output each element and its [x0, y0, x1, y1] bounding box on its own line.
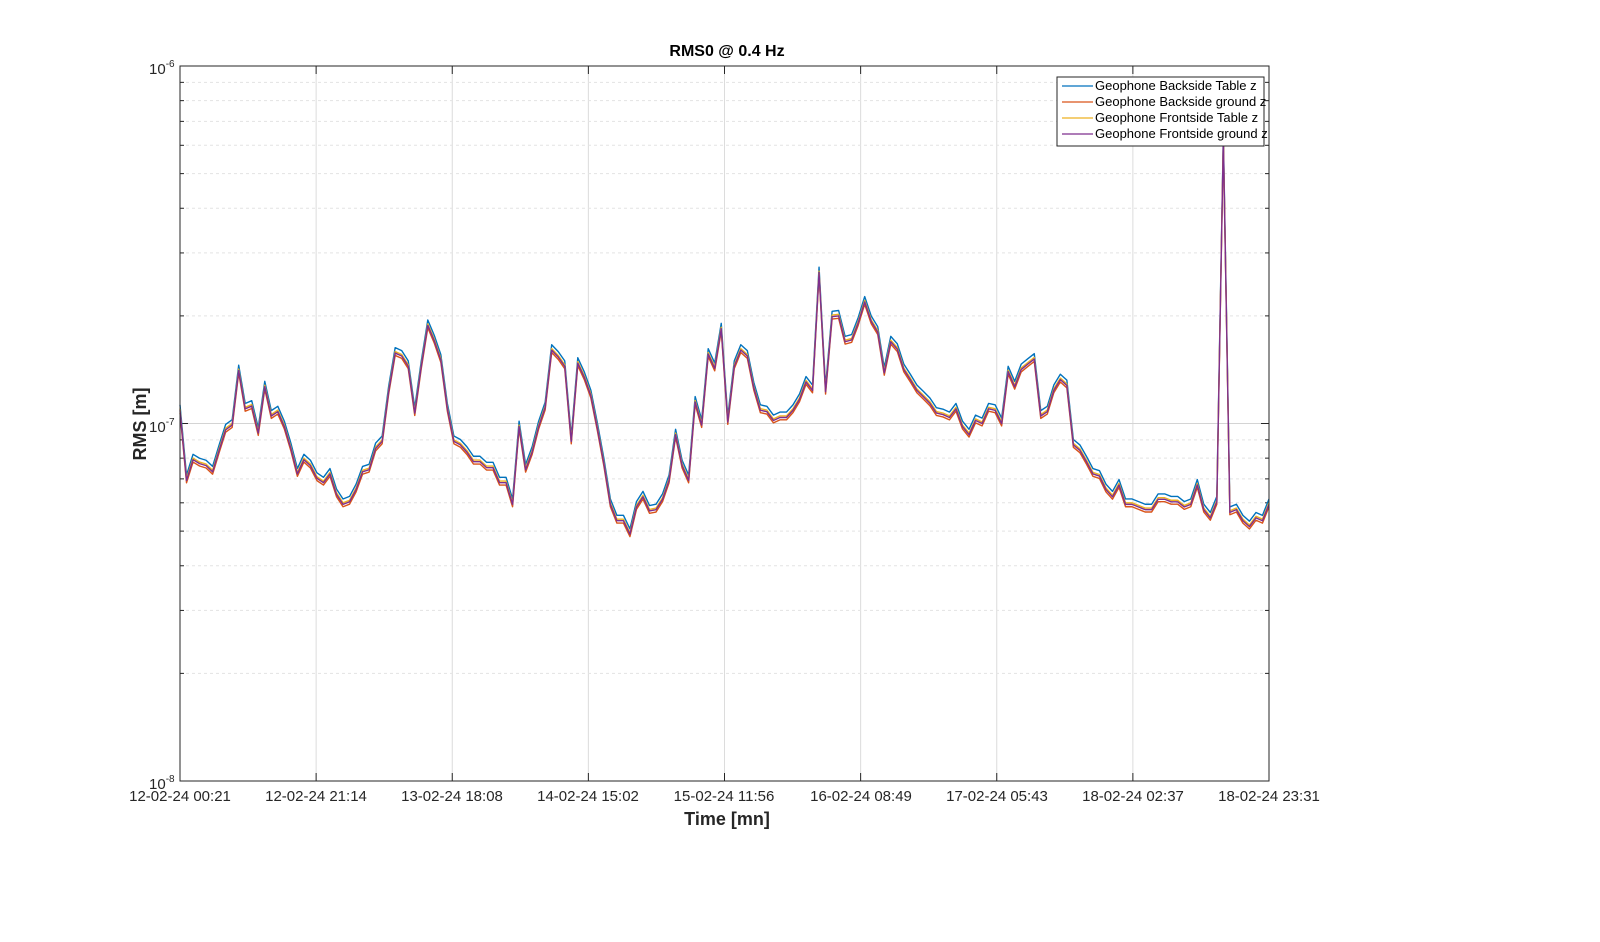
chart-title: RMS0 @ 0.4 Hz — [669, 43, 784, 60]
x-tick-label: 14-02-24 15:02 — [537, 788, 639, 805]
legend-label: Geophone Backside ground z — [1095, 94, 1266, 109]
y-tick-labels: 10-8 10-7 10-6 — [149, 59, 175, 793]
x-tick-label: 16-02-24 08:49 — [810, 788, 912, 805]
x-tick-label: 13-02-24 18:08 — [401, 788, 503, 805]
x-tick-label: 12-02-24 21:14 — [265, 788, 367, 805]
y-tick-label: 10-6 — [149, 59, 175, 78]
y-tick-label: 10-7 — [149, 417, 175, 436]
x-tick-label: 18-02-24 23:31 — [1218, 788, 1320, 805]
x-tick-label: 17-02-24 05:43 — [946, 788, 1048, 805]
axes — [179, 65, 1270, 782]
series-line — [179, 138, 1270, 535]
grid — [180, 66, 1269, 781]
legend-label: Geophone Frontside Table z — [1095, 110, 1258, 125]
legend-label: Geophone Frontside ground z — [1095, 126, 1268, 141]
legend: Geophone Backside Table z Geophone Backs… — [1056, 76, 1268, 147]
series-lines — [179, 133, 1270, 538]
y-tick-label: 10-8 — [149, 774, 175, 793]
x-axis-label: Time [mn] — [684, 809, 770, 829]
x-tick-label: 12-02-24 00:21 — [129, 788, 231, 805]
y-axis-label: RMS [m] — [130, 388, 150, 461]
x-tick-label: 15-02-24 11:56 — [674, 788, 775, 805]
axes-box — [179, 65, 1270, 782]
legend-label: Geophone Backside Table z — [1095, 78, 1257, 93]
x-tick-label: 18-02-24 02:37 — [1082, 788, 1184, 805]
x-tick-labels: 12-02-24 00:21 12-02-24 21:14 13-02-24 1… — [129, 788, 1320, 805]
